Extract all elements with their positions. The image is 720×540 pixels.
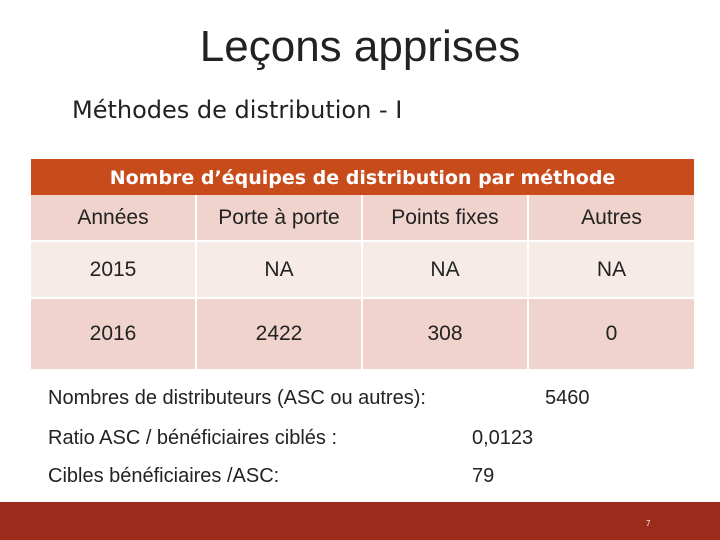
footer-bar [0, 502, 720, 540]
table-cell: NA [363, 242, 529, 297]
column-header-others: Autres [581, 205, 642, 229]
column-header-years: Années [31, 195, 197, 240]
distributors-label: Nombres de distributeurs (ASC ou autres)… [48, 387, 426, 409]
table-column-header-row: Années Porte à porte Points fixes Autres [31, 195, 694, 242]
column-header-door-to-door: Porte à porte [197, 195, 363, 240]
ratio-label: Ratio ASC / bénéficiaires ciblés : [48, 427, 338, 449]
table-cell: 308 [363, 299, 529, 369]
slide-title: Leçons apprises [199, 22, 521, 71]
table-cell: NA [197, 242, 363, 297]
table-cell: 2422 [197, 299, 363, 369]
slide-subtitle: Méthodes de distribution - I [72, 96, 403, 124]
table-cell: 2016 [31, 299, 197, 369]
page-number: 7 [646, 519, 651, 528]
table-row: 2016 2422 308 0 [31, 299, 694, 369]
targets-label: Cibles bénéficiaires /ASC: [48, 465, 280, 487]
distributors-value: 5460 [545, 387, 590, 409]
ratio-value: 0,0123 [472, 427, 534, 449]
table-header: Nombre d’équipes de distribution par mét… [31, 159, 694, 195]
targets-value: 79 [472, 465, 495, 487]
table-cell: 2015 [31, 242, 197, 297]
column-header-fixed-points: Points fixes [363, 195, 529, 240]
table-cell: NA [596, 257, 627, 281]
table-row: 2015 NA NA NA [31, 242, 694, 299]
table-cell: 0 [605, 322, 618, 345]
distribution-table: Nombre d’équipes de distribution par mét… [31, 159, 694, 369]
